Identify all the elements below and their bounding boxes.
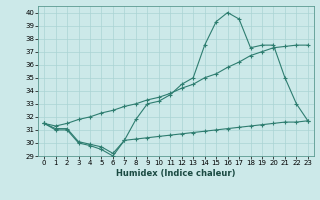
X-axis label: Humidex (Indice chaleur): Humidex (Indice chaleur) [116, 169, 236, 178]
